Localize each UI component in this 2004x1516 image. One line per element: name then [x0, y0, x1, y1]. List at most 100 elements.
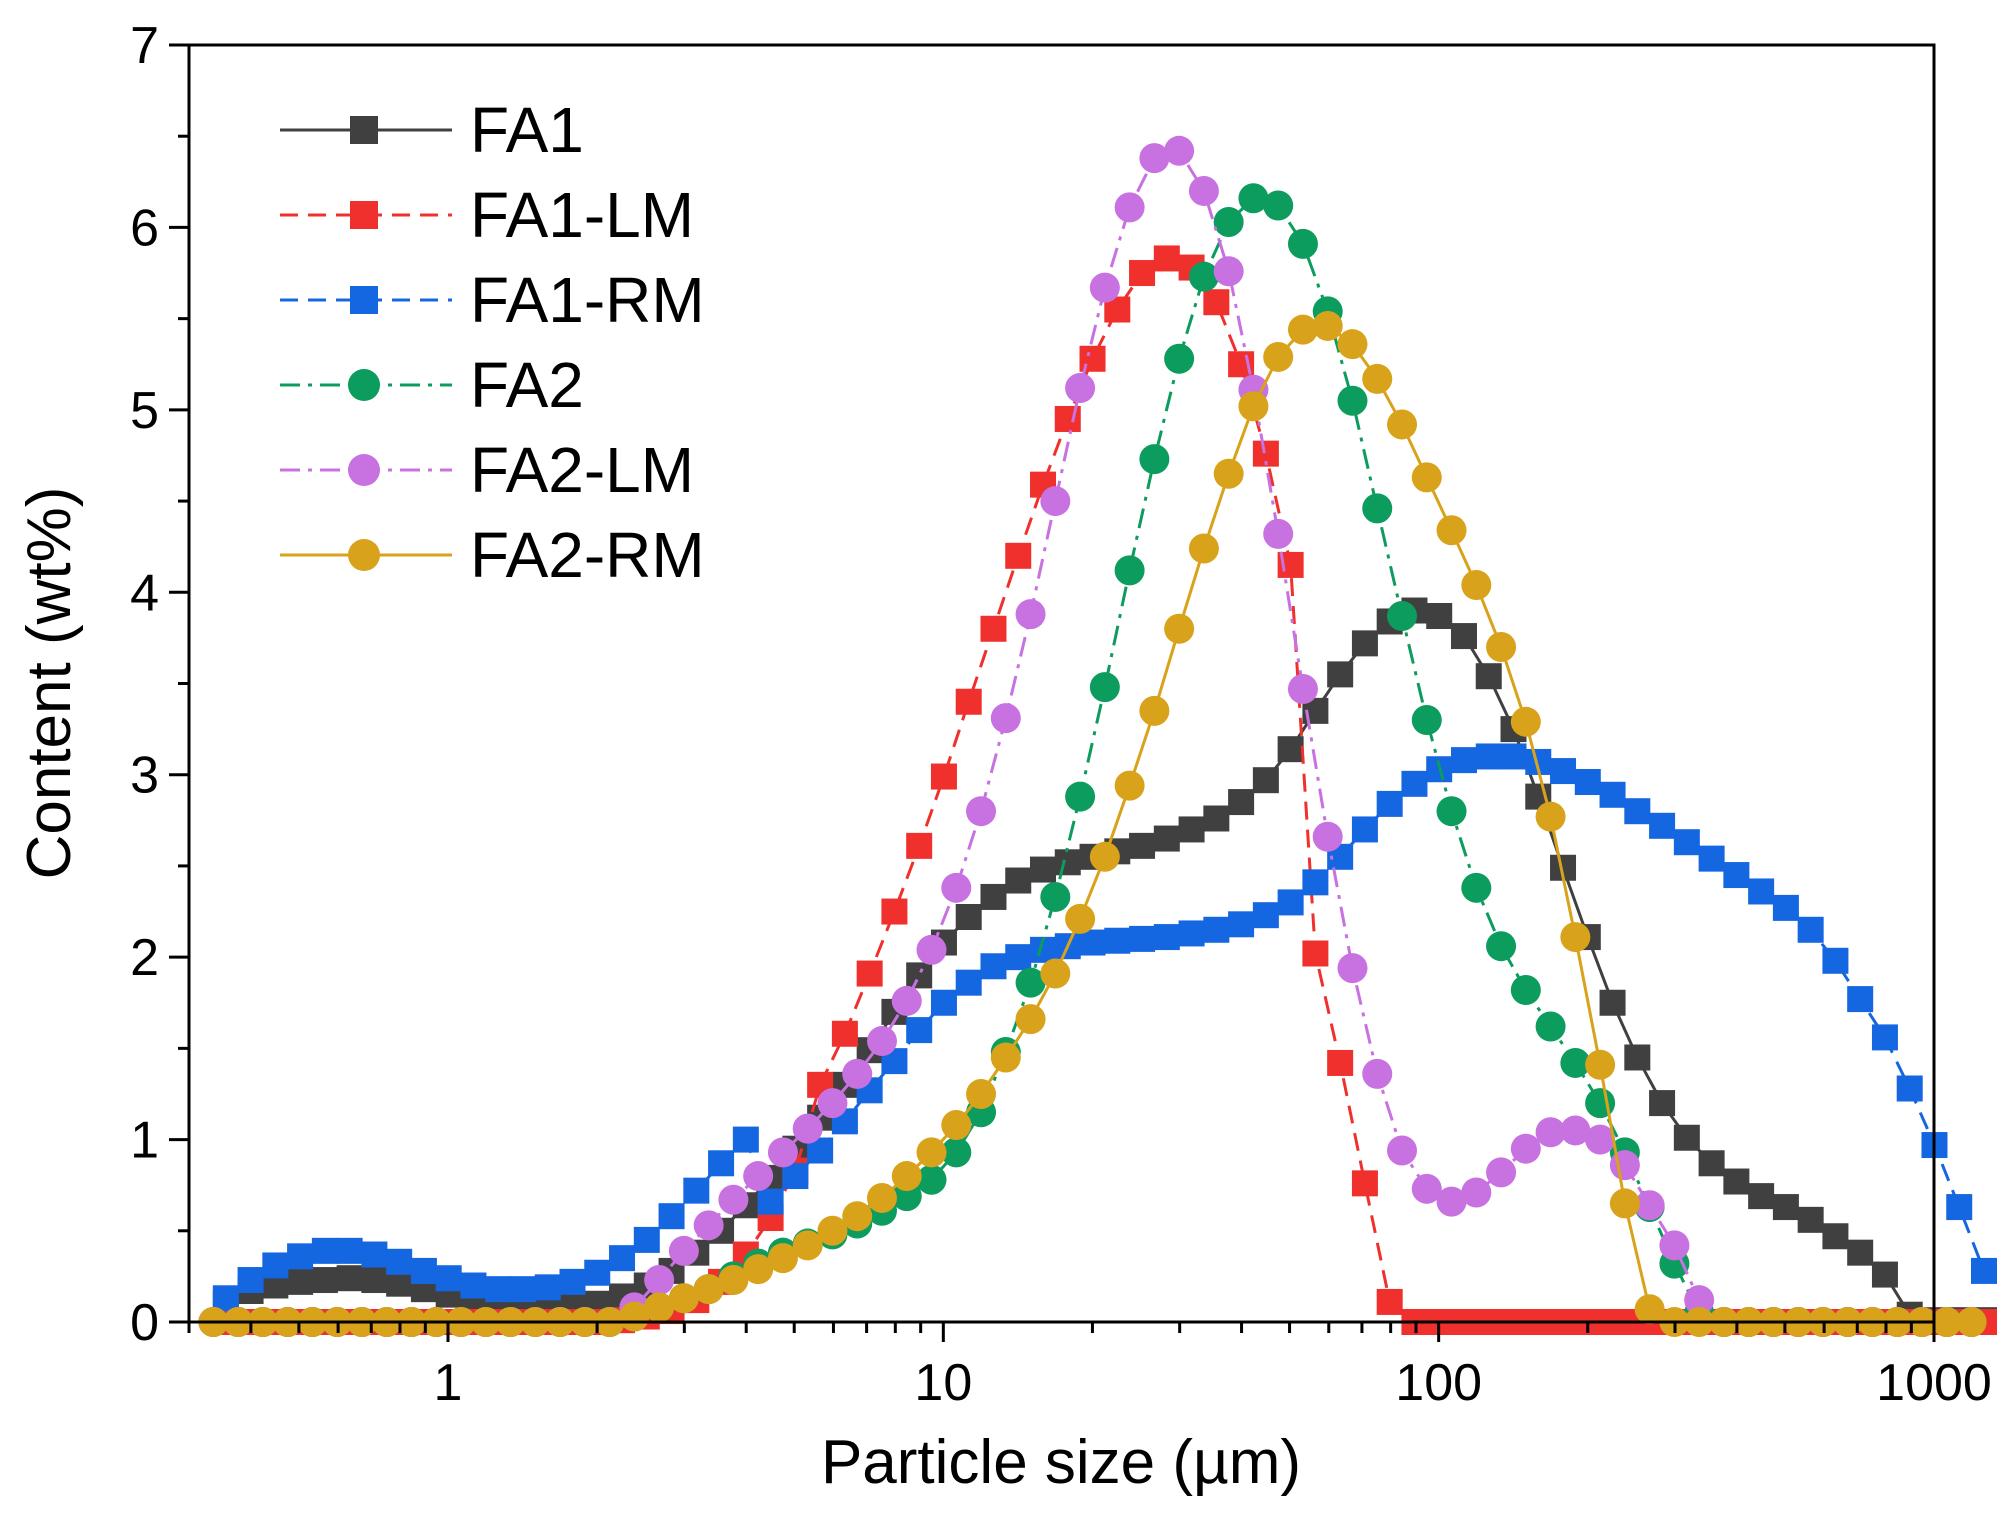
- data-point-FA2-RM-56: [1585, 1049, 1616, 1080]
- data-point-FA1-LM-44: [1302, 940, 1329, 967]
- data-point-FA2-LM-24: [792, 1113, 823, 1144]
- data-point-FA1-38: [1153, 825, 1180, 852]
- data-point-FA2-47: [1362, 493, 1393, 524]
- data-point-FA1-LM-34: [1054, 405, 1081, 432]
- series-FA1-RM: [212, 743, 1998, 1312]
- data-point-FA2-LM-45: [1312, 821, 1343, 852]
- data-point-FA1-RM-46: [1351, 816, 1378, 843]
- data-point-FA1-5: [336, 1265, 363, 1292]
- data-point-FA2-RM-45: [1312, 310, 1343, 341]
- data-point-FA2-LM-40: [1188, 175, 1219, 206]
- data-point-FA1-RM-71: [1971, 1257, 1998, 1284]
- data-point-FA1-56: [1599, 989, 1626, 1016]
- data-point-FA2-LM-26: [842, 1058, 873, 1089]
- y-tick-label: 0: [130, 1294, 159, 1352]
- data-point-FA1-RM-23: [782, 1163, 809, 1190]
- data-point-FA2-LM-19: [668, 1235, 699, 1266]
- data-point-FA2-LM-47: [1362, 1058, 1393, 1089]
- y-tick-label: 3: [130, 747, 159, 805]
- legend-item-FA1-RM: FA1-RM: [280, 264, 705, 336]
- data-point-FA1-RM-14: [559, 1268, 586, 1295]
- data-point-FA2-48: [1387, 601, 1418, 632]
- legend-marker: [350, 286, 378, 314]
- data-point-FA1-RM-35: [1079, 929, 1106, 956]
- data-point-FA1-RM-67: [1871, 1024, 1898, 1051]
- data-point-FA1-RM-16: [609, 1245, 636, 1272]
- data-point-FA2-RM-23: [767, 1243, 798, 1274]
- legend-label: FA1-LM: [470, 179, 694, 251]
- data-point-FA1-50: [1450, 623, 1477, 650]
- data-point-FA1-58: [1649, 1090, 1676, 1117]
- data-point-FA2-RM-46: [1337, 329, 1368, 360]
- data-point-FA1-RM-3: [287, 1243, 314, 1270]
- data-point-FA2-RM-70: [1931, 1307, 1962, 1337]
- data-point-FA1-RM-58: [1649, 812, 1676, 839]
- data-point-FA1-RM-7: [386, 1248, 413, 1275]
- data-point-FA1-RM-2: [262, 1252, 289, 1279]
- data-point-FA2-RM-42: [1238, 391, 1269, 422]
- data-point-FA1-3: [287, 1268, 314, 1295]
- data-point-FA1-LM-28: [906, 832, 933, 859]
- legend-marker: [350, 201, 378, 229]
- data-point-FA1-63: [1772, 1194, 1799, 1221]
- data-point-FA1-LM-40: [1203, 289, 1230, 316]
- data-point-FA2-RM-41: [1213, 458, 1244, 489]
- data-point-FA2-37: [1114, 555, 1145, 586]
- data-point-FA1-61: [1723, 1168, 1750, 1195]
- legend-label: FA1-RM: [470, 264, 705, 336]
- data-point-FA1-66: [1847, 1239, 1874, 1266]
- data-point-FA2-53: [1510, 974, 1541, 1005]
- data-point-FA1-RM-15: [584, 1259, 611, 1286]
- data-point-FA1-62: [1748, 1183, 1775, 1210]
- data-point-FA2-RM-19: [668, 1283, 699, 1314]
- data-point-FA2-RM-28: [891, 1161, 922, 1192]
- data-point-FA1-RM-28: [906, 1017, 933, 1044]
- data-point-FA2-RM-48: [1387, 409, 1418, 440]
- data-point-FA2-LM-48: [1387, 1135, 1418, 1166]
- data-point-FA2-LM-35: [1065, 372, 1096, 403]
- data-point-FA1-RM-54: [1550, 758, 1577, 785]
- data-point-FA1-RM-1: [237, 1267, 264, 1294]
- data-point-FA2-LM-23: [767, 1137, 798, 1168]
- data-point-FA1-RM-38: [1153, 924, 1180, 951]
- legend-item-FA2: FA2: [280, 349, 584, 421]
- data-point-FA1-RM-65: [1822, 947, 1849, 974]
- data-point-FA2-RM-49: [1411, 462, 1442, 493]
- x-tick-label: 1000: [1876, 1354, 1992, 1412]
- data-point-FA2-RM-31: [966, 1078, 997, 1109]
- data-point-FA1-RM-0: [212, 1285, 239, 1312]
- data-point-FA1-RM-19: [683, 1177, 710, 1204]
- data-point-FA2-LM-38: [1139, 143, 1170, 174]
- data-point-FA1-RM-43: [1277, 889, 1304, 916]
- data-point-FA2-RM-40: [1188, 533, 1219, 564]
- data-point-FA1-RM-63: [1772, 894, 1799, 921]
- data-point-FA1-RM-20: [708, 1150, 735, 1177]
- data-point-FA1-RM-68: [1896, 1075, 1923, 1102]
- data-point-FA2-LM-21: [718, 1184, 749, 1215]
- data-point-FA2-RM-35: [1065, 903, 1096, 934]
- data-point-FA2-LM-41: [1213, 256, 1244, 287]
- data-point-FA1-RM-31: [980, 953, 1007, 980]
- data-point-FA2-LM-49: [1411, 1173, 1442, 1204]
- data-point-FA1-LM-26: [856, 960, 883, 987]
- data-point-FA1-7: [386, 1270, 413, 1297]
- data-point-FA1-RM-30: [955, 969, 982, 996]
- data-point-FA1-LM-30: [955, 688, 982, 715]
- data-point-FA1-LM-29: [930, 763, 957, 790]
- data-point-FA2-LM-60: [1684, 1285, 1715, 1316]
- data-point-FA1-57: [1624, 1044, 1651, 1071]
- data-point-FA1-34: [1054, 849, 1081, 876]
- data-point-FA2-29: [916, 1164, 947, 1195]
- data-point-FA1-RM-4: [311, 1237, 338, 1264]
- data-point-FA1-LM-25: [831, 1020, 858, 1047]
- legend-marker: [348, 539, 380, 571]
- data-point-FA2-LM-20: [693, 1210, 724, 1241]
- data-point-FA1-RM-50: [1450, 747, 1477, 774]
- data-point-FA2-54: [1535, 1011, 1566, 1042]
- data-point-FA2-RM-36: [1089, 841, 1120, 872]
- y-tick-label: 6: [130, 199, 159, 257]
- data-point-FA1-60: [1698, 1150, 1725, 1177]
- data-point-FA2-40: [1188, 261, 1219, 292]
- data-point-FA1-LM-32: [1005, 542, 1032, 569]
- data-point-FA2-LM-54: [1535, 1117, 1566, 1148]
